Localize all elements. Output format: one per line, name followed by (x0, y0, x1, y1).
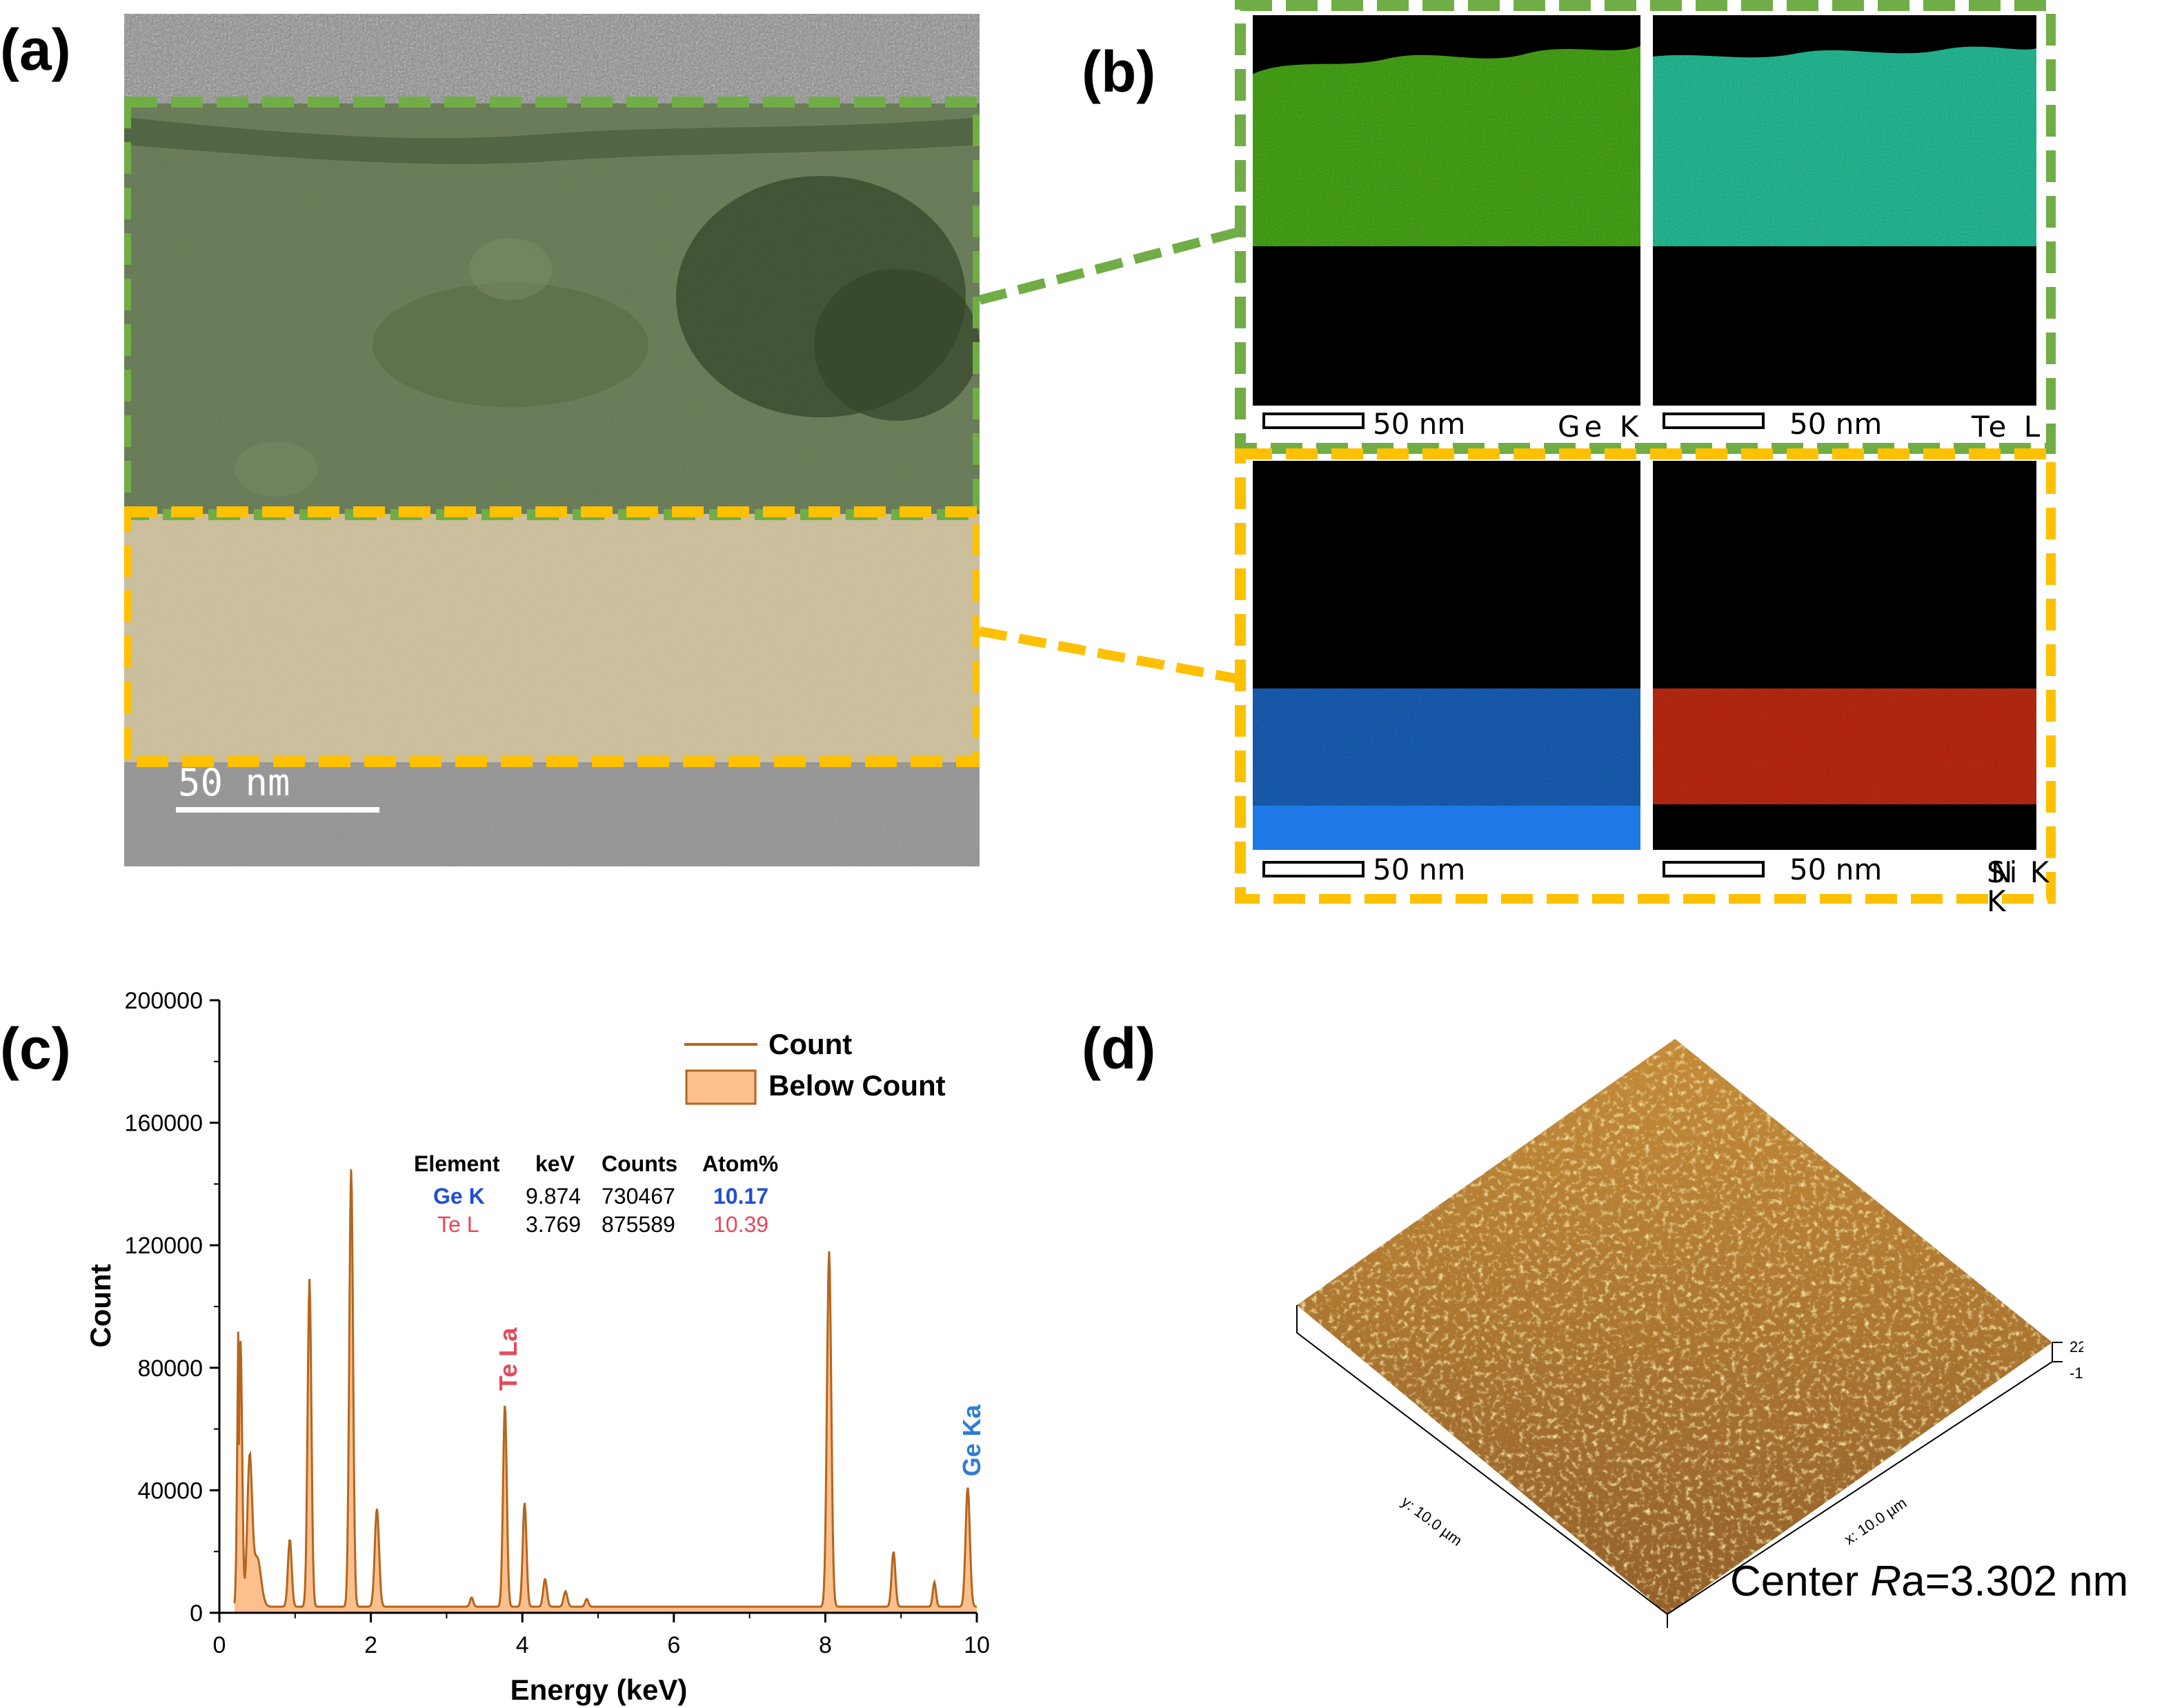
legend-count-label: Count (768, 1028, 852, 1060)
y-tick-label: 40000 (137, 1478, 203, 1504)
spectrum-area (234, 1169, 978, 1613)
x-axis-title: Energy (keV) (510, 1674, 688, 1706)
table-row-ge-element: Ge K (433, 1184, 485, 1209)
y-axis-title: Count (84, 1264, 117, 1347)
map-element-te: Te L (1972, 410, 2045, 444)
panel-label-d: (d) (1082, 1016, 1156, 1081)
y-tick-label: 200000 (125, 988, 203, 1014)
afm-z-max: 22 nm (2070, 1338, 2083, 1356)
afm-y-axis-label: y: 10.0 µm (1398, 1493, 1465, 1549)
map-scale-text-te: 50 nm (1789, 407, 1883, 441)
map-scale-bar-ge (1262, 413, 1365, 429)
spectrum-line (233, 1169, 978, 1608)
x-tick-label: 8 (819, 1632, 832, 1658)
tem-scale-bar (176, 807, 379, 813)
y-tick-label: 80000 (137, 1356, 203, 1382)
annotation-te-la: Te La (494, 1327, 522, 1391)
eds-spectrum-chart: 0 40000 80000 120000 160000 200000 0 2 4 6 8 10 Te L… (84, 988, 990, 1706)
table-row-te-counts: 875589 (602, 1212, 675, 1237)
annotation-ge-ka: Ge Ka (957, 1404, 986, 1476)
map-element-ge: Ge K (1558, 410, 1643, 444)
table-header-counts: Counts (602, 1151, 677, 1176)
map-scale-text-si: 50 nm (1373, 853, 1466, 886)
eds-map-ge (1253, 15, 1640, 406)
eds-map-te (1653, 15, 2036, 406)
eds-map-grid: 50 nm Ge K 50 nm Te L 50 nm Si K 50 nm N… (1235, 0, 2056, 916)
map-scale-text-n: 50 nm (1789, 853, 1883, 886)
x-tick-label: 0 (213, 1632, 226, 1658)
tem-image (124, 14, 980, 866)
eds-map-n (1653, 461, 2036, 850)
panel-label-c: (c) (0, 1016, 71, 1081)
ra-prefix: Center (1730, 1558, 1871, 1605)
ra-suffix: a=3.302 nm (1901, 1558, 2129, 1605)
table-header-kev: keV (535, 1151, 575, 1176)
connector-lines (980, 226, 1243, 684)
x-tick-label: 6 (667, 1632, 680, 1658)
tem-scale-text: 50 nm (178, 761, 290, 804)
table-row-ge-kev: 9.874 (526, 1184, 581, 1209)
x-tick-label: 2 (364, 1632, 377, 1658)
x-tick-label: 10 (964, 1632, 990, 1658)
eds-map-si (1253, 461, 1640, 850)
legend-below-swatch (685, 1069, 757, 1105)
panel-label-b: (b) (1082, 39, 1156, 104)
table-row-ge-atom: 10.17 (713, 1184, 768, 1209)
map-element-n: N K (1991, 855, 2054, 889)
table-row-ge-counts: 730467 (602, 1184, 675, 1209)
map-scale-bar-si (1262, 861, 1365, 877)
map-scale-bar-te (1663, 413, 1765, 429)
map-scale-bar-n (1663, 861, 1765, 877)
y-tick-label: 0 (190, 1600, 203, 1627)
table-row-te-element: Te L (437, 1212, 479, 1237)
y-tick-label: 160000 (125, 1111, 203, 1137)
afm-roughness-label: Center Ra=3.302 nm (1730, 1560, 2128, 1603)
panel-label-a: (a) (0, 17, 71, 82)
table-row-te-atom: 10.39 (713, 1212, 768, 1237)
afm-x-axis-label: x: 10.0 µm (1841, 1494, 1910, 1548)
map-element-si: Si K (1987, 855, 2022, 918)
map-scale-text-ge: 50 nm (1373, 407, 1466, 441)
table-header-element: Element (414, 1151, 500, 1176)
ra-italic: R (1870, 1558, 1902, 1605)
y-tick-label: 120000 (125, 1233, 203, 1259)
legend-below-label: Below Count (768, 1069, 946, 1102)
afm-surface-3d: 22 nm -13 nm y: 10.0 µm x: 10.0 µm (1296, 1039, 2083, 1628)
x-tick-label: 4 (516, 1632, 529, 1658)
table-row-te-kev: 3.769 (526, 1212, 581, 1237)
table-header-atom: Atom% (702, 1151, 778, 1176)
afm-z-min: -13 nm (2070, 1364, 2083, 1382)
